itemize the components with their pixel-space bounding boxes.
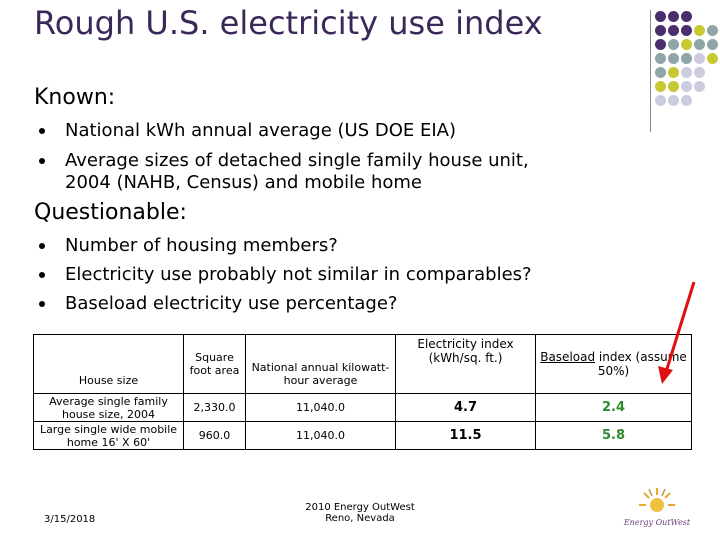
decorative-divider bbox=[650, 10, 651, 132]
header-square-foot-area: Square foot area bbox=[183, 334, 246, 394]
dot bbox=[655, 39, 666, 50]
baseload-term: Baseload bbox=[540, 350, 596, 364]
dot bbox=[681, 95, 692, 106]
dot bbox=[707, 53, 718, 64]
dot bbox=[655, 11, 666, 22]
arrow-head bbox=[658, 366, 673, 384]
dot bbox=[694, 25, 705, 36]
bullet-icon bbox=[39, 128, 45, 134]
dot bbox=[694, 53, 705, 64]
dot bbox=[668, 39, 679, 50]
dot bbox=[681, 67, 692, 78]
cell-index: 4.7 bbox=[395, 393, 536, 422]
footer-event-line1: 2010 Energy OutWest bbox=[305, 502, 415, 513]
footer-event: 2010 Energy OutWest Reno, Nevada bbox=[290, 502, 430, 524]
questionable-heading: Questionable: bbox=[34, 200, 187, 225]
dot bbox=[681, 39, 692, 50]
logo-text: Energy OutWest bbox=[623, 518, 691, 527]
bullet-icon bbox=[39, 272, 45, 278]
header-baseload-index: Baseload index (assume 50%) bbox=[535, 334, 692, 394]
dot bbox=[668, 25, 679, 36]
cell-house-size: Average single family house size, 2004 bbox=[33, 393, 184, 422]
footer-date: 3/15/2018 bbox=[44, 514, 96, 525]
table-header-row: House size Square foot area National ann… bbox=[33, 334, 692, 394]
cell-sqft: 2,330.0 bbox=[183, 393, 246, 422]
dot bbox=[655, 67, 666, 78]
dot bbox=[655, 53, 666, 64]
dot bbox=[668, 11, 679, 22]
dot bbox=[707, 25, 718, 36]
cell-index: 11.5 bbox=[395, 421, 536, 450]
known-bullet-continuation: 2004 (NAHB, Census) and mobile home bbox=[65, 172, 423, 193]
dot bbox=[707, 39, 718, 50]
sun-icon bbox=[639, 488, 675, 512]
questionable-bullet: Electricity use probably not similar in … bbox=[65, 264, 532, 285]
dot bbox=[668, 53, 679, 64]
dot bbox=[655, 81, 666, 92]
questionable-bullet: Number of housing members? bbox=[65, 235, 338, 256]
dot bbox=[694, 81, 705, 92]
known-bullet: Average sizes of detached single family … bbox=[65, 150, 529, 171]
dot bbox=[681, 25, 692, 36]
questionable-bullet: Baseload electricity use percentage? bbox=[65, 293, 398, 314]
energy-outwest-logo: Energy OutWest bbox=[623, 488, 691, 527]
dot bbox=[655, 25, 666, 36]
header-electricity-index: Electricity index (kWh/sq. ft.) bbox=[395, 334, 536, 394]
slide-title: Rough U.S. electricity use index bbox=[34, 4, 543, 42]
baseload-header-rest: index (assume 50%) bbox=[595, 350, 687, 378]
cell-kwh: 11,040.0 bbox=[245, 421, 396, 450]
dot bbox=[694, 39, 705, 50]
cell-baseload: 5.8 bbox=[535, 421, 692, 450]
bullet-icon bbox=[39, 301, 45, 307]
header-house-size: House size bbox=[33, 334, 184, 394]
arrow-shaft bbox=[664, 281, 696, 373]
known-bullet: National kWh annual average (US DOE EIA) bbox=[65, 120, 456, 141]
known-heading: Known: bbox=[34, 85, 116, 110]
table-row: Large single wide mobile home 16' X 60' … bbox=[33, 421, 692, 450]
footer-event-line2: Reno, Nevada bbox=[325, 513, 395, 524]
dot bbox=[681, 11, 692, 22]
bullet-icon bbox=[39, 158, 45, 164]
cell-house-size: Large single wide mobile home 16' X 60' bbox=[33, 421, 184, 450]
electricity-index-table: House size Square foot area National ann… bbox=[33, 334, 692, 450]
dot bbox=[681, 81, 692, 92]
dot bbox=[668, 95, 679, 106]
dot bbox=[668, 81, 679, 92]
dot bbox=[694, 67, 705, 78]
dot bbox=[681, 53, 692, 64]
bullet-icon bbox=[39, 243, 45, 249]
dot bbox=[655, 95, 666, 106]
dot bbox=[668, 67, 679, 78]
